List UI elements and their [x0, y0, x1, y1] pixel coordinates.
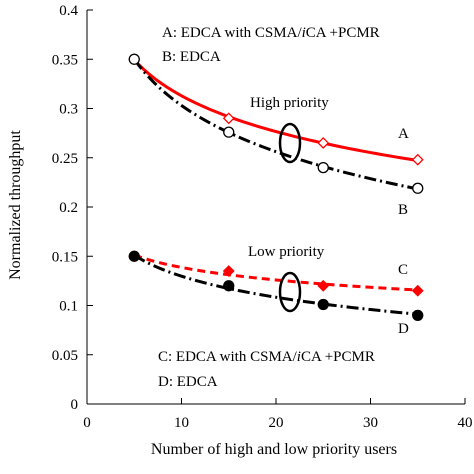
- x-tick-label: 30: [363, 415, 378, 431]
- series-label-b: B: [398, 202, 408, 218]
- y-tick-label: 0.2: [59, 200, 78, 216]
- series-line-d: [133, 253, 418, 316]
- data-point-d: [223, 280, 235, 292]
- y-tick-label: 0: [71, 397, 79, 413]
- data-point-d: [412, 309, 424, 322]
- series-line-a: [133, 58, 418, 163]
- data-point-d: [128, 250, 140, 262]
- ticks: 0 0.05 0.1 0.15 0.2 0.25 0.3 0.35 0.4 0 10 20 30 40: [52, 3, 473, 431]
- data-point-c: [317, 279, 330, 292]
- data-point-b: [412, 182, 424, 194]
- series-label-a: A: [398, 126, 409, 142]
- x-axis-label: Number of high and low priority users: [151, 441, 397, 458]
- series-c: [128, 250, 424, 297]
- legend-top: A: EDCA with CSMA/iCA +PCMR B: EDCA: [162, 25, 380, 65]
- x-tick-label: 40: [458, 415, 473, 431]
- y-tick-label: 0.35: [52, 52, 78, 68]
- y-tick-label: 0.4: [59, 3, 78, 19]
- y-tick-label: 0.25: [52, 151, 78, 167]
- legend-bottom-entry-d: D: EDCA: [158, 374, 218, 390]
- high-priority-annotation: High priority: [250, 95, 329, 111]
- x-tick-label: 20: [269, 415, 284, 431]
- series: [128, 53, 424, 322]
- series-label-d: D: [398, 321, 409, 337]
- series-label-c: C: [398, 262, 408, 278]
- y-tick-label: 0.05: [52, 348, 78, 364]
- data-point-a: [317, 137, 330, 149]
- high-priority-group-ellipse: [278, 122, 302, 164]
- legend-top-entry-a: A: EDCA with CSMA/iCA +PCMR: [162, 25, 380, 41]
- data-point-d: [317, 298, 329, 311]
- series-b: [128, 53, 424, 194]
- data-point-a: [411, 153, 424, 166]
- legend-bottom-entry-c: C: EDCA with CSMA/iCA +PCMR: [158, 349, 375, 365]
- series-d: [128, 250, 424, 322]
- data-point-a: [222, 112, 235, 125]
- y-tick-label: 0.15: [52, 249, 78, 265]
- low-priority-group-ellipse: [278, 271, 302, 313]
- x-tick-label: 0: [83, 415, 91, 431]
- legend-bottom: C: EDCA with CSMA/iCA +PCMR D: EDCA: [158, 349, 375, 390]
- series-line-c: [133, 253, 418, 292]
- data-point-c: [222, 265, 235, 277]
- data-point-b: [223, 126, 235, 138]
- y-axis-label: Normalized throughput: [7, 130, 24, 280]
- series-line-b: [133, 58, 419, 191]
- data-point-c: [411, 284, 424, 297]
- y-tick-label: 0.3: [59, 102, 78, 118]
- low-priority-annotation: Low priority: [248, 244, 325, 260]
- legend-top-entry-b: B: EDCA: [162, 49, 221, 65]
- data-point-b: [317, 161, 329, 174]
- y-tick-label: 0.1: [59, 299, 78, 315]
- data-point-b: [128, 53, 140, 65]
- x-tick-label: 10: [174, 415, 189, 431]
